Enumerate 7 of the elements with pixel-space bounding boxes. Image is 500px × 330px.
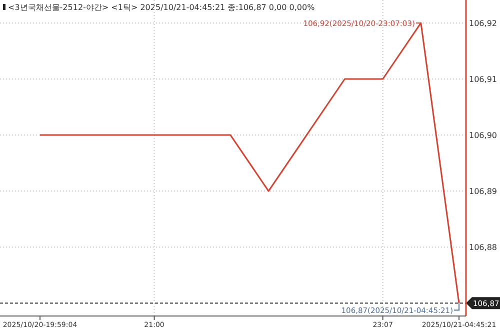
y-tick-label: 106,91 xyxy=(469,75,497,84)
y-tick-label: 106,90 xyxy=(469,131,497,140)
y-tick-label: 106,92 xyxy=(469,18,497,28)
y-tick-label: 106,88 xyxy=(469,243,497,252)
chart-title: <3년국채선물-2512-야간> <1틱> 2025/10/21-04:45:21 종:106,87 0,00 0,00% xyxy=(8,3,316,12)
line-series xyxy=(39,22,460,304)
y-tick-label: 106,89 xyxy=(469,187,497,196)
